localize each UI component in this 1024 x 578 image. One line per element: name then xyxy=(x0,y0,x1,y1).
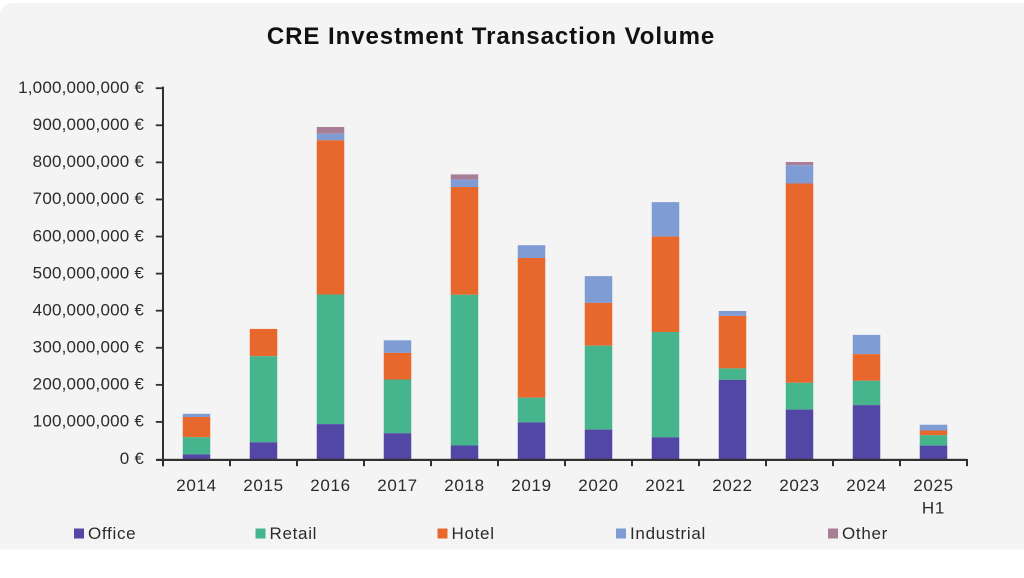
svg-text:2019: 2019 xyxy=(511,476,552,495)
svg-text:2016: 2016 xyxy=(310,476,351,495)
svg-text:2017: 2017 xyxy=(377,476,418,495)
svg-text:200,000,000 €: 200,000,000 € xyxy=(33,375,145,394)
svg-text:2021: 2021 xyxy=(645,476,686,495)
svg-text:Hotel: Hotel xyxy=(452,524,495,543)
svg-text:1,000,000,000 €: 1,000,000,000 € xyxy=(18,78,144,97)
svg-text:400,000,000 €: 400,000,000 € xyxy=(33,300,145,319)
svg-text:0 €: 0 € xyxy=(120,449,145,468)
svg-text:H1: H1 xyxy=(922,499,945,518)
svg-text:2015: 2015 xyxy=(243,476,284,495)
svg-text:2024: 2024 xyxy=(846,476,887,495)
svg-text:2018: 2018 xyxy=(444,476,485,495)
svg-text:2025: 2025 xyxy=(913,476,954,495)
svg-text:Retail: Retail xyxy=(270,524,318,543)
svg-text:700,000,000 €: 700,000,000 € xyxy=(33,189,145,208)
svg-text:800,000,000 €: 800,000,000 € xyxy=(33,152,145,171)
svg-text:2014: 2014 xyxy=(176,476,217,495)
svg-text:CRE Investment Transaction Vol: CRE Investment Transaction Volume xyxy=(267,23,715,50)
svg-text:500,000,000 €: 500,000,000 € xyxy=(33,263,145,282)
svg-text:2020: 2020 xyxy=(578,476,619,495)
svg-text:900,000,000 €: 900,000,000 € xyxy=(33,115,145,134)
svg-text:Office: Office xyxy=(88,524,136,543)
svg-text:2022: 2022 xyxy=(712,476,753,495)
svg-text:2023: 2023 xyxy=(779,476,820,495)
svg-text:100,000,000 €: 100,000,000 € xyxy=(33,412,145,431)
svg-text:300,000,000 €: 300,000,000 € xyxy=(33,338,145,357)
svg-text:Industrial: Industrial xyxy=(630,524,706,543)
svg-text:600,000,000 €: 600,000,000 € xyxy=(33,226,145,245)
svg-text:Other: Other xyxy=(842,524,888,543)
